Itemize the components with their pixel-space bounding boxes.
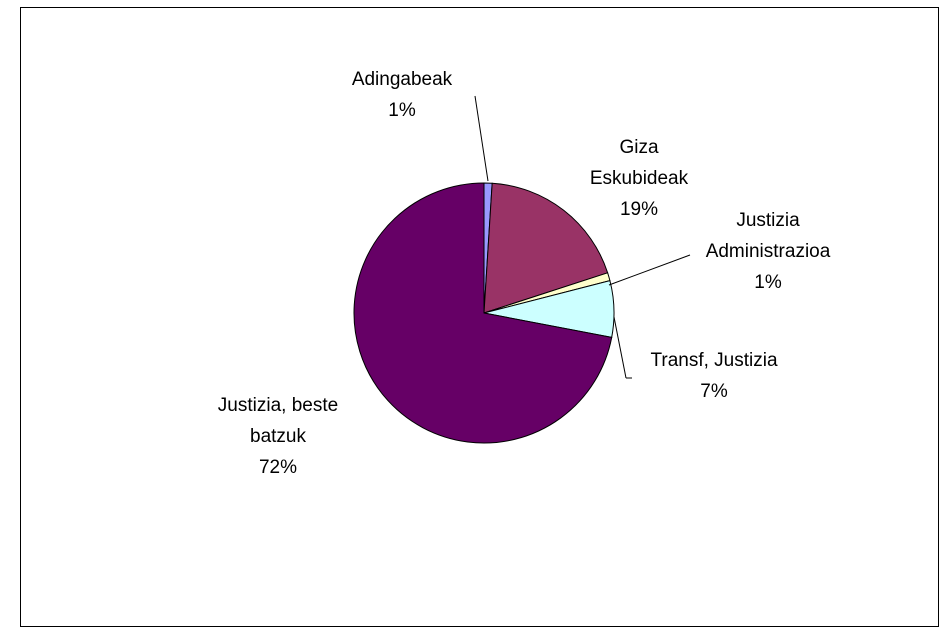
data-label-percent: 7% [700, 381, 728, 402]
data-label-name-line: batzuk [250, 426, 306, 447]
data-label-justizia-administrazioa: Justizia Administrazioa 1% [706, 205, 831, 298]
data-label-name-line: Giza [619, 137, 659, 158]
data-label-transf-justizia: Transf, Justizia 7% [650, 345, 777, 407]
data-label-name-line: Administrazioa [705, 241, 831, 262]
leader-line-adingabeak [474, 95, 489, 182]
data-label-name-line: Adingabeak [351, 69, 453, 90]
data-label-name-line: Justizia, beste [217, 395, 339, 416]
data-label-justizia-beste-batzuk: Justizia, beste batzuk 72% [218, 390, 338, 483]
data-label-name-line: Justizia [736, 210, 800, 231]
pie-slice-justizia-beste-batzuk [353, 182, 613, 444]
data-label-percent: 19% [619, 199, 659, 220]
leader-line-transf-justizia [613, 316, 627, 379]
data-label-adingabeak: Adingabeak 1% [352, 64, 452, 126]
data-label-percent: 1% [754, 272, 782, 293]
data-label-percent: 1% [388, 100, 416, 121]
leader-line-justizia-administrazioa [608, 254, 691, 286]
pie-slice-giza-eskubideak [483, 182, 609, 314]
data-label-name-line: Eskubideak [589, 168, 689, 189]
data-label-percent: 72% [258, 457, 298, 478]
data-label-giza-eskubideak: Giza Eskubideak 19% [590, 132, 688, 225]
data-label-name-line: Transf, Justizia [650, 350, 778, 371]
